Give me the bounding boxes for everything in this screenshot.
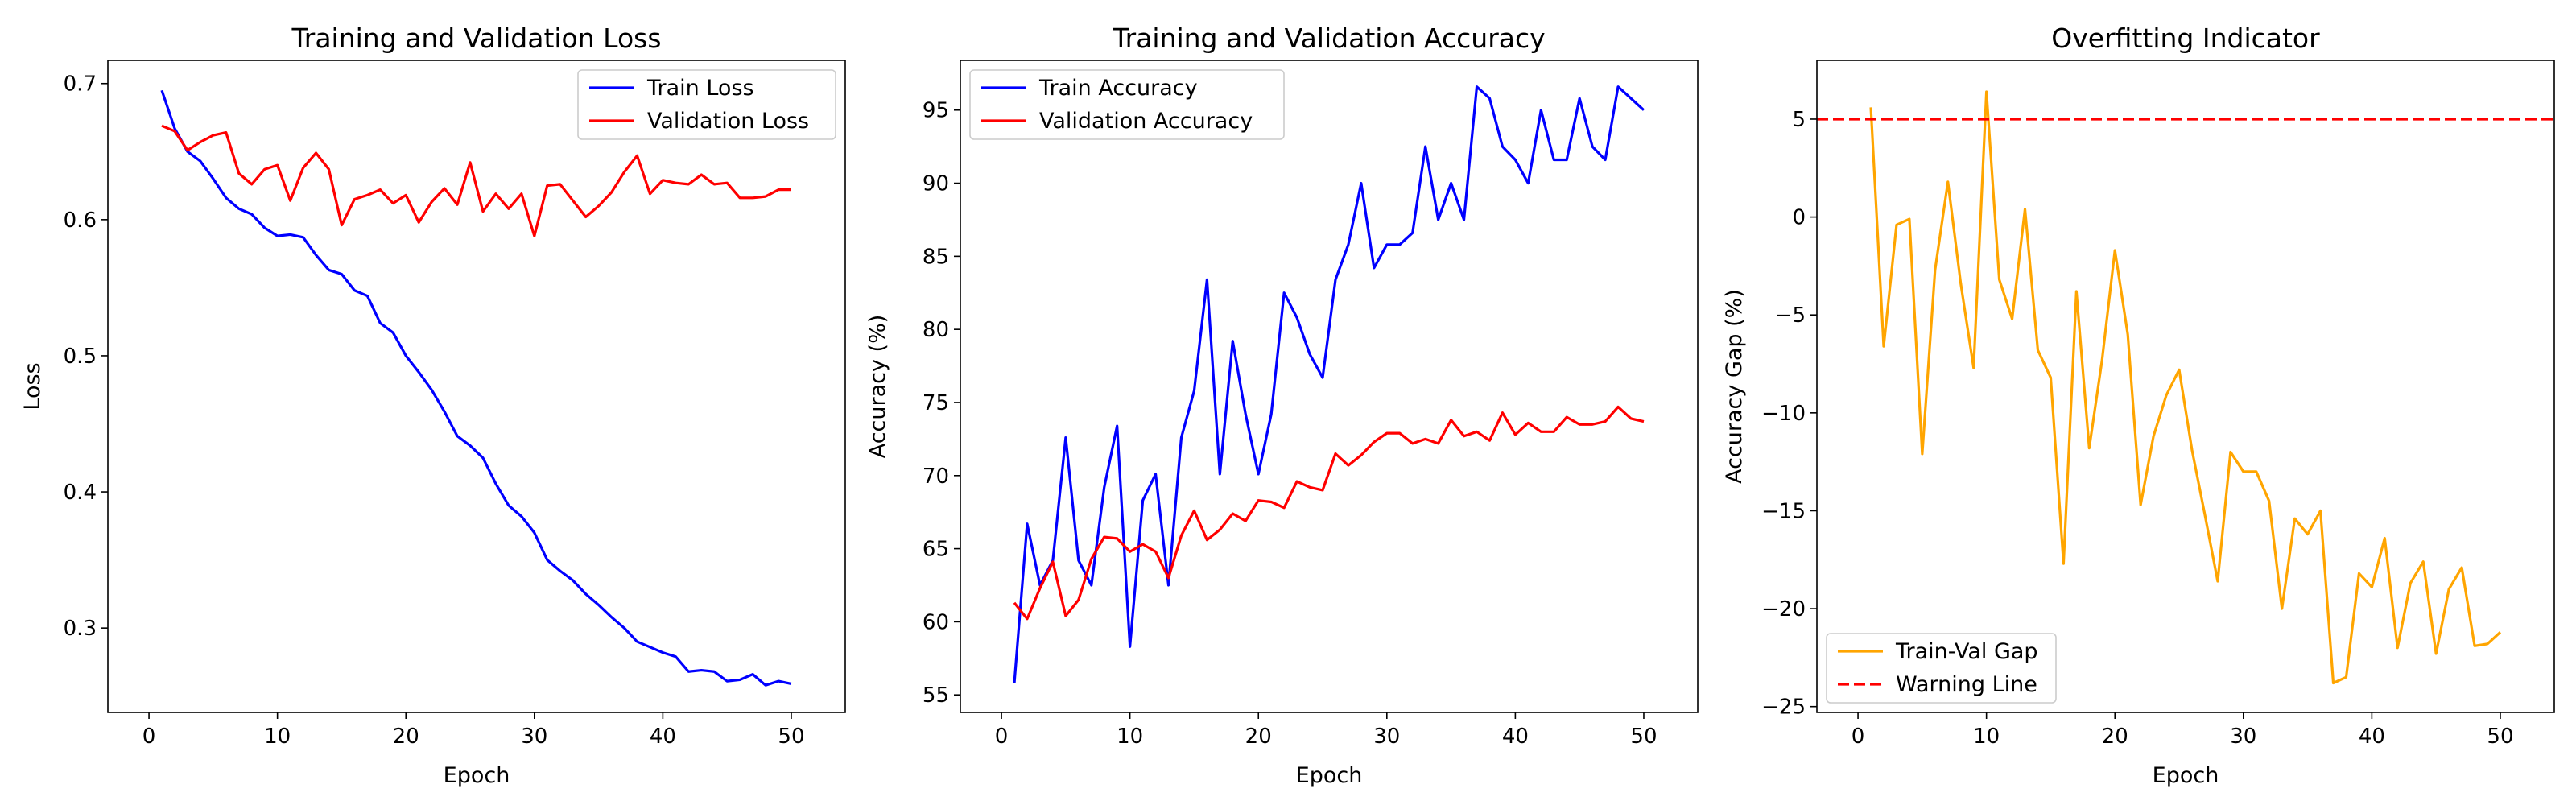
y-tick-label: 0.3 xyxy=(64,617,97,641)
x-tick-label: 20 xyxy=(1245,724,1272,749)
y-tick-label: −10 xyxy=(1761,402,1806,426)
x-axis-label: Epoch xyxy=(1296,763,1363,788)
y-tick-label: 95 xyxy=(923,99,949,123)
series-line-validation-loss xyxy=(161,124,791,237)
x-axis-label: Epoch xyxy=(444,763,510,788)
x-tick-label: 50 xyxy=(778,724,804,749)
y-tick-label: −5 xyxy=(1775,303,1806,328)
legend-box xyxy=(969,69,1285,140)
legend-entry: Train Loss xyxy=(646,76,754,101)
chart-title: Overfitting Indicator xyxy=(2051,23,2320,54)
x-tick-label: 50 xyxy=(2487,724,2513,749)
y-tick-label: −15 xyxy=(1761,499,1806,523)
x-tick-label: 10 xyxy=(1973,724,2000,749)
y-tick-label: −20 xyxy=(1761,597,1806,621)
y-tick-label: 55 xyxy=(923,683,949,708)
y-tick-label: 0 xyxy=(1792,206,1806,230)
y-tick-label: 75 xyxy=(923,391,949,415)
legend-entry: Train-Val Gap xyxy=(1895,639,2038,664)
y-tick-label: 90 xyxy=(923,172,949,196)
series-line-validation-accuracy xyxy=(1013,405,1645,621)
legend-box xyxy=(1826,633,2057,704)
chart-panel-2: Training and Validation Accuracy Epoch Acc… xyxy=(865,23,1699,788)
chart-panel-1: Training and Validation Loss Epoch Loss 0 10… xyxy=(20,23,846,788)
x-tick-label: 50 xyxy=(1630,724,1657,749)
y-tick-label: 65 xyxy=(923,538,949,562)
y-tick-label: 0.6 xyxy=(64,208,97,233)
x-tick-label: 30 xyxy=(521,724,547,749)
x-axis-label: Epoch xyxy=(2153,763,2219,788)
legend-entry: Validation Accuracy xyxy=(1039,109,1253,134)
y-tick-label: 0.5 xyxy=(64,345,97,369)
y-tick-label: 80 xyxy=(923,318,949,342)
y-axis-label: Accuracy (%) xyxy=(865,315,890,459)
y-tick-label: 60 xyxy=(923,610,949,634)
series-line-train-loss xyxy=(160,89,792,687)
y-axis-label: Accuracy Gap (%) xyxy=(1722,289,1747,484)
x-tick-label: 20 xyxy=(393,724,419,749)
y-tick-label: 5 xyxy=(1792,108,1806,132)
legend-box xyxy=(577,69,836,140)
x-tick-label: 0 xyxy=(995,724,1009,749)
legend-entry: Train Accuracy xyxy=(1038,76,1198,101)
chart-title: Training and Validation Loss xyxy=(291,23,661,54)
legend: Train-Val Gap Warning Line xyxy=(1826,633,2057,704)
x-tick-label: 40 xyxy=(650,724,676,749)
chart-title: Training and Validation Accuracy xyxy=(1112,23,1545,54)
legend: Train Accuracy Validation Accuracy xyxy=(969,69,1285,140)
legend-entry: Warning Line xyxy=(1896,672,2037,697)
legend: Train Loss Validation Loss xyxy=(577,69,836,140)
chart-panel-3: Overfitting Indicator Epoch Accuracy Gap (… xyxy=(1722,23,2555,788)
y-tick-label: −25 xyxy=(1761,696,1806,720)
axes-frame xyxy=(960,60,1699,713)
x-tick-label: 0 xyxy=(1852,724,1865,749)
y-tick-label: 85 xyxy=(923,245,949,269)
y-axis-label: Loss xyxy=(20,362,45,410)
x-tick-label: 30 xyxy=(2230,724,2256,749)
x-tick-label: 0 xyxy=(142,724,156,749)
x-tick-label: 30 xyxy=(1373,724,1400,749)
axes-frame xyxy=(1816,60,2555,713)
series-line-train-val-gap xyxy=(1869,90,2502,685)
axes-frame xyxy=(107,60,846,713)
x-tick-label: 40 xyxy=(2359,724,2385,749)
x-tick-label: 20 xyxy=(2102,724,2128,749)
y-tick-label: 70 xyxy=(923,464,949,489)
x-tick-label: 10 xyxy=(264,724,291,749)
y-tick-label: 0.4 xyxy=(64,481,97,505)
legend-entry: Validation Loss xyxy=(647,109,809,134)
y-tick-label: 0.7 xyxy=(64,72,97,97)
series-line-train-accuracy xyxy=(1013,85,1645,683)
x-tick-label: 10 xyxy=(1117,724,1143,749)
x-tick-label: 40 xyxy=(1502,724,1529,749)
